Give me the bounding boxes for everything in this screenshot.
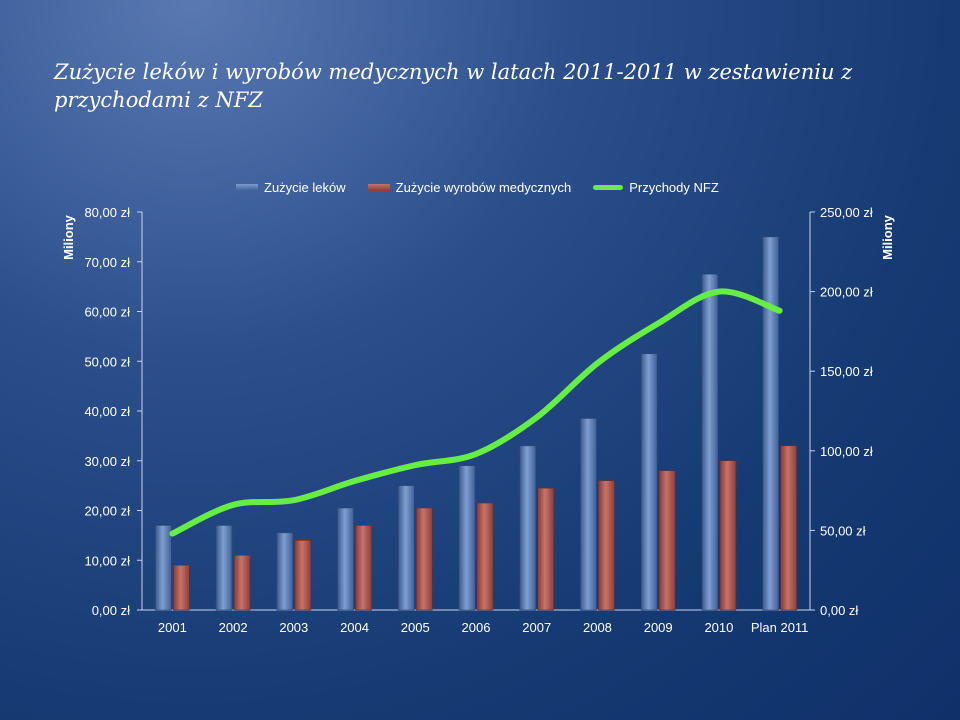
- bar-leki: [215, 525, 233, 611]
- legend-label-leki: Zużycie leków: [264, 179, 346, 195]
- x-tick-label: 2006: [462, 620, 491, 635]
- x-tick-label: 2001: [158, 620, 187, 635]
- bar-wyroby: [294, 540, 312, 611]
- chart-legend: Zużycie leków Zużycie wyrobów medycznych…: [236, 178, 741, 196]
- chart-tick-labels: 0,00 zł 10,00 zł 20,00 zł 30,00 zł 40,00 zł 5…: [84, 205, 872, 635]
- x-tick-label: 2009: [644, 620, 673, 635]
- y-left-tick-label: 70,00 zł: [84, 255, 130, 270]
- bar-leki: [701, 273, 719, 611]
- legend-swatch-wyroby: [367, 183, 390, 191]
- x-tick-label: 2003: [279, 620, 308, 635]
- y-left-tick-label: 50,00 zł: [84, 354, 130, 369]
- bar-leki: [519, 445, 537, 611]
- x-tick-label: 2008: [583, 620, 612, 635]
- legend-item-wyroby: Zużycie wyrobów medycznych: [367, 179, 572, 195]
- chart-bars: [155, 236, 797, 611]
- y-right-tick-label: 100,00 zł: [820, 444, 873, 459]
- bar-wyroby: [476, 502, 494, 611]
- bar-leki: [397, 485, 415, 611]
- bar-wyroby: [658, 470, 676, 611]
- x-tick-label: Plan 2011: [751, 620, 809, 635]
- x-tick-label: 2002: [219, 620, 248, 635]
- y-right-tick-label: 50,00 zł: [820, 523, 866, 538]
- legend-label-nfz: Przychody NFZ: [629, 179, 719, 195]
- series-line-nfz: [169, 288, 783, 537]
- bar-wyroby: [537, 487, 555, 611]
- y-right-tick-label: 200,00 zł: [820, 285, 873, 300]
- bar-wyroby: [173, 564, 190, 611]
- legend-item-leki: Zużycie leków: [236, 180, 346, 195]
- bar-leki: [580, 418, 597, 611]
- legend-label-wyroby: Zużycie wyrobów medycznych: [395, 179, 572, 195]
- y-right-tick-label: 250,00 zł: [820, 205, 873, 220]
- y-left-tick-label: 40,00 zł: [84, 404, 130, 419]
- bar-wyroby: [415, 507, 433, 611]
- y-left-tick-label: 30,00 zł: [84, 454, 130, 469]
- bar-leki: [762, 236, 779, 611]
- chart-axes: [137, 211, 815, 611]
- y-left-tick-label: 80,00 zł: [84, 205, 130, 220]
- slide-title: Zużycie leków i wyrobów medycznych w lat…: [54, 60, 853, 112]
- bar-wyroby: [719, 460, 737, 611]
- x-tick-label: 2007: [522, 620, 551, 635]
- bar-leki: [458, 465, 476, 611]
- x-tick-label: 2010: [704, 620, 733, 635]
- x-tick-label: 2005: [401, 620, 430, 635]
- legend-swatch-nfz: [593, 184, 624, 190]
- chart-line-layer: [169, 288, 783, 537]
- bar-leki: [640, 353, 658, 611]
- bar-leki: [276, 532, 294, 611]
- bar-leki: [155, 525, 172, 611]
- y-left-tick-label: 10,00 zł: [84, 553, 130, 568]
- bar-wyroby: [233, 554, 251, 611]
- legend-item-nfz: Przychody NFZ: [593, 180, 719, 195]
- y-right-tick-label: 150,00 zł: [820, 364, 873, 379]
- bar-leki: [337, 507, 354, 611]
- bar-wyroby: [355, 525, 372, 611]
- y-left-tick-label: 0,00 zł: [92, 603, 130, 618]
- x-tick-label: 2004: [340, 620, 369, 635]
- y-left-tick-label: 20,00 zł: [84, 504, 130, 519]
- legend-swatch-leki: [236, 183, 258, 191]
- bar-wyroby: [780, 445, 797, 611]
- y-right-tick-label: 0,00 zł: [820, 603, 858, 618]
- y-left-tick-label: 60,00 zł: [84, 305, 130, 320]
- bar-wyroby: [598, 480, 615, 611]
